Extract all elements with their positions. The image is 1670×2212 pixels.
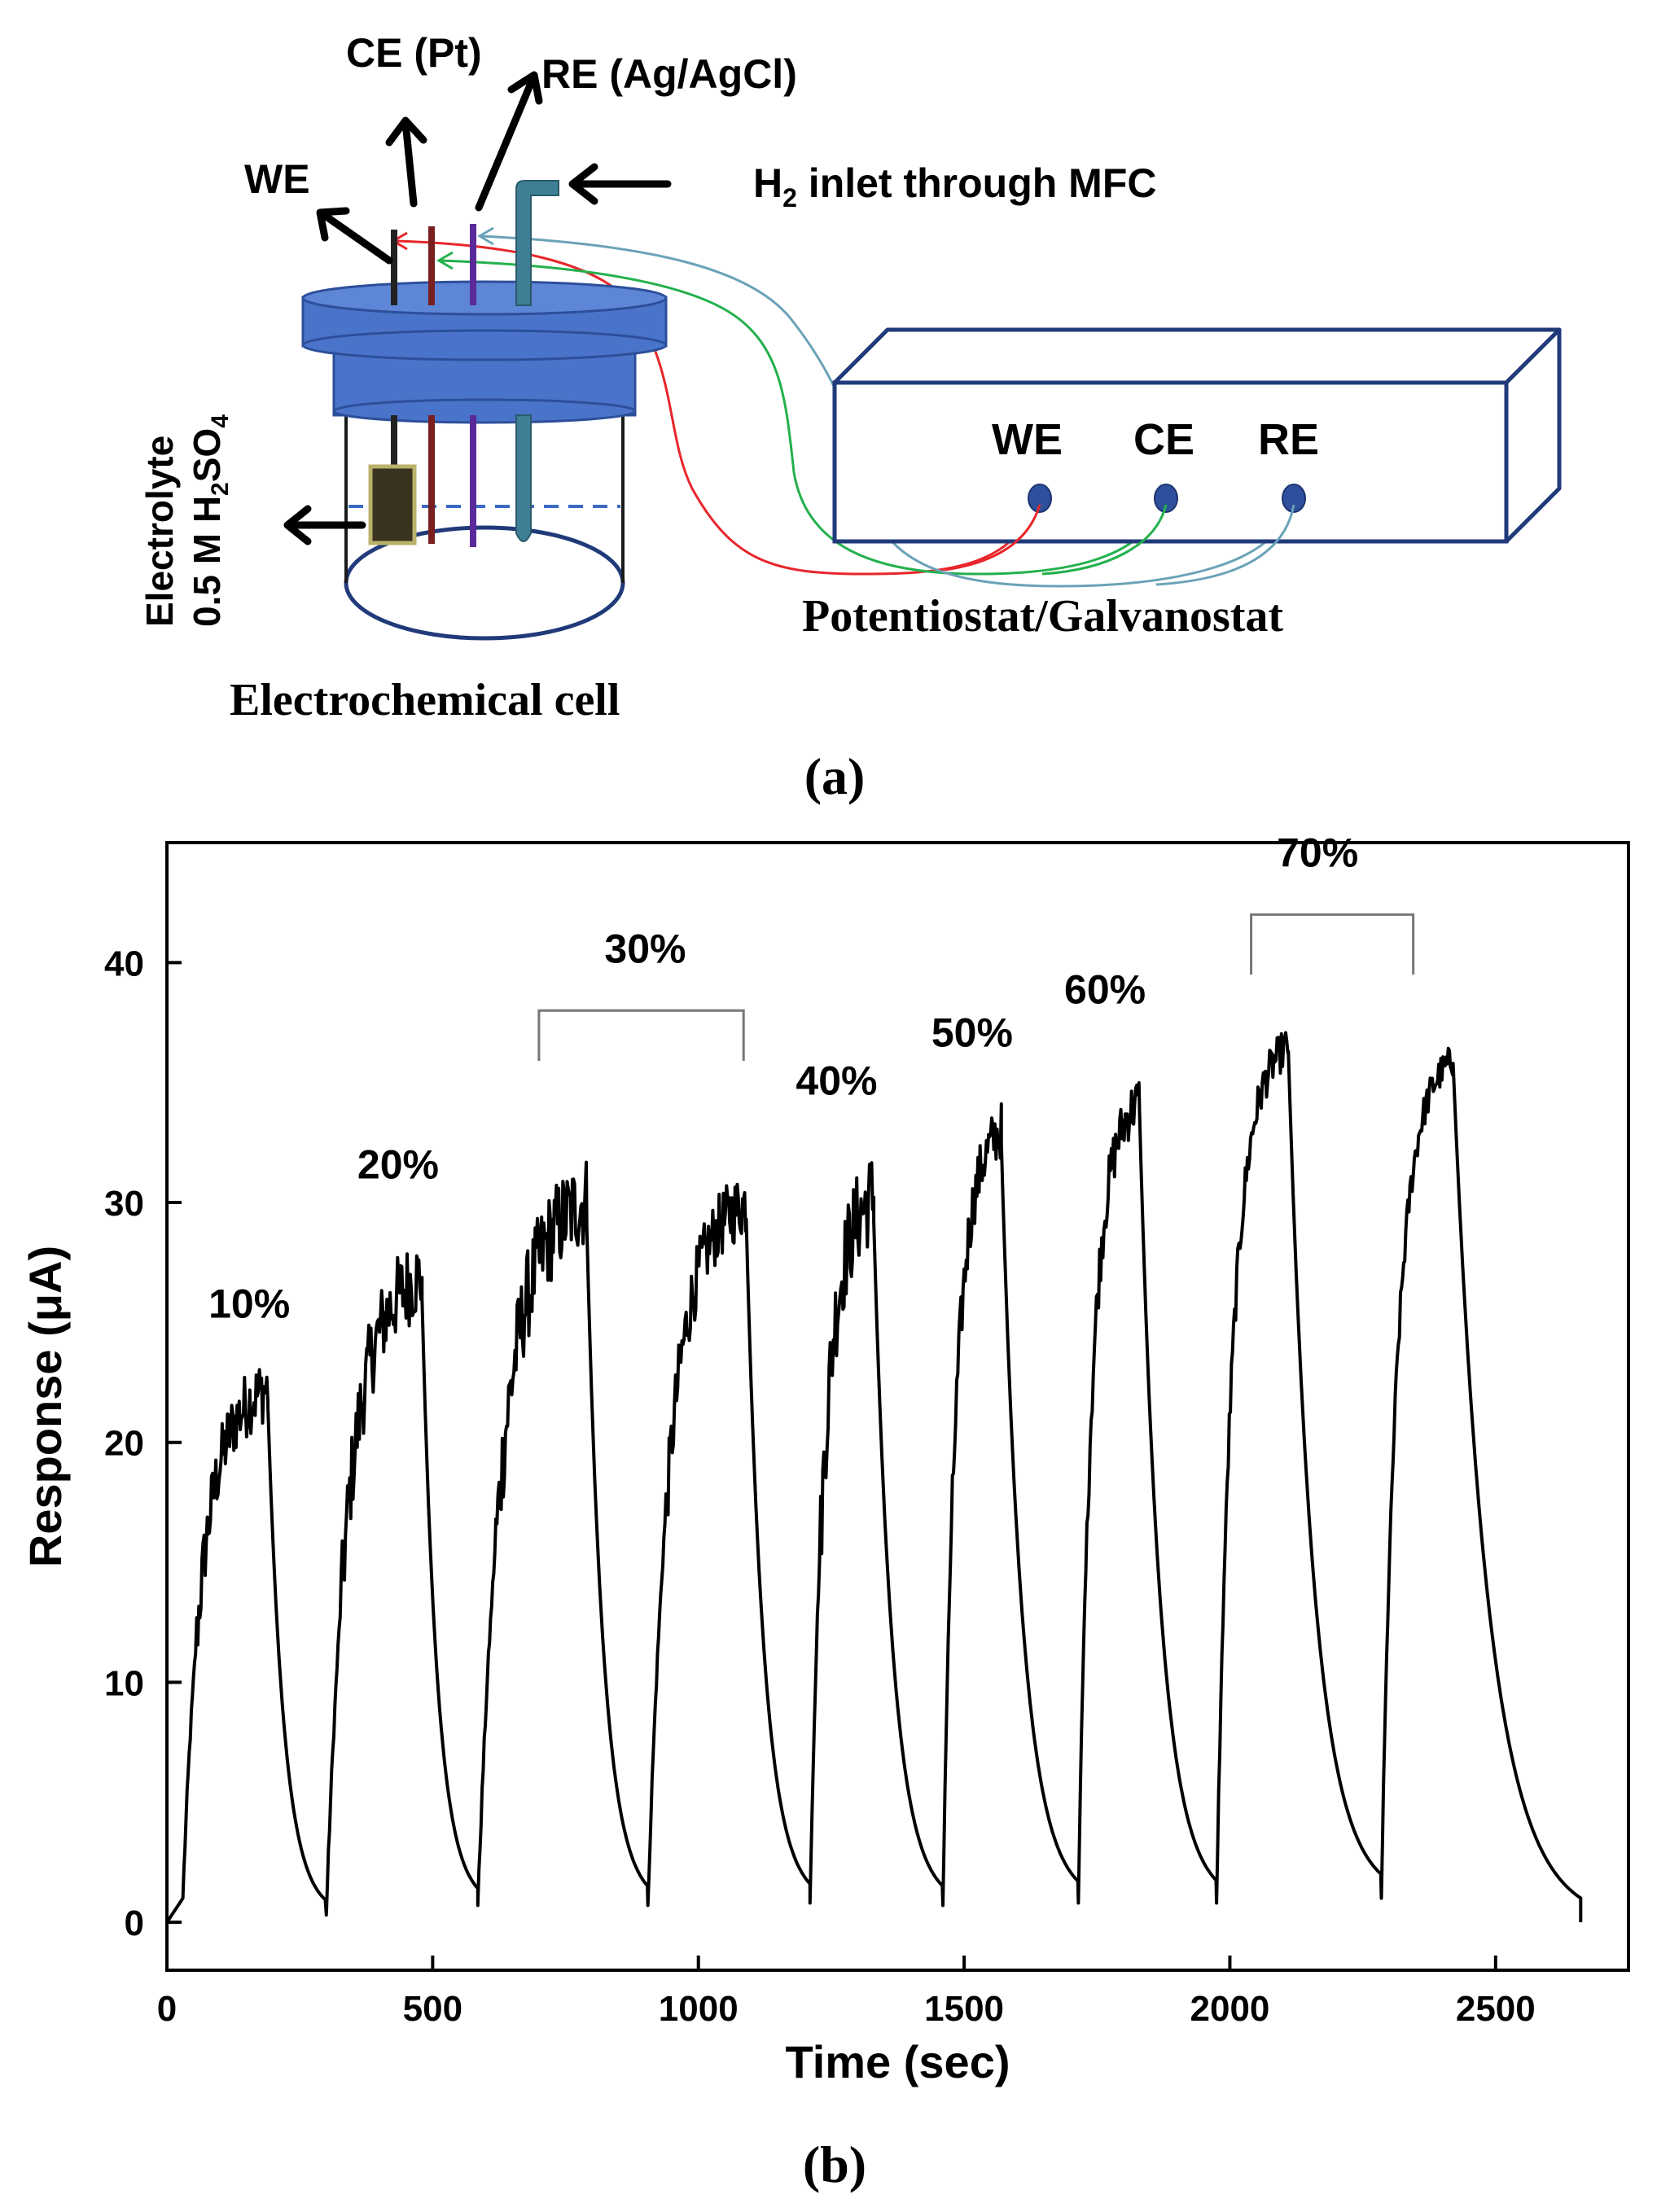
- wire-green-ce: [439, 259, 1162, 576]
- concentration-label: 30%: [604, 926, 686, 971]
- panel-a-label: (a): [804, 747, 866, 805]
- concentration-label: 10%: [208, 1281, 290, 1326]
- h2-inlet-label: H2 inlet through MFC: [753, 160, 1156, 212]
- we-sample-plate: [368, 464, 417, 545]
- panel-b-chart: 0 500 1000 1500 2000 2500 0 10 20 30 40 10% 20% 30%…: [20, 830, 1630, 2193]
- wire-red-end: [944, 504, 1041, 572]
- x-axis-ticks: 0 500 1000 1500 2000 2500: [157, 1956, 1536, 2029]
- electrolyte-arrow-head: [283, 505, 312, 545]
- terminal-re-dot: [1282, 484, 1306, 513]
- concentration-annotations: 10% 20% 30% 40% 50% 60% 70%: [208, 830, 1358, 1326]
- terminal-we-label: WE: [992, 415, 1063, 464]
- cell-cap-top: [301, 280, 668, 316]
- concentration-brackets: [537, 913, 1415, 1062]
- y-tick-label: 20: [104, 1424, 144, 1464]
- x-tick-label: 0: [157, 1989, 177, 2029]
- ce-arrow: [401, 118, 418, 208]
- panel-b-label: (b): [803, 2135, 866, 2193]
- box-front-face: [832, 380, 1509, 544]
- x-axis-label: Time (sec): [786, 2036, 1010, 2087]
- concentration-label: 60%: [1064, 966, 1146, 1012]
- electrolyte-label: Electrolyte 0.5 M H2SO4: [138, 414, 234, 627]
- h2-inlet-pipe-bottom: [515, 414, 532, 542]
- y-tick-label: 0: [125, 1903, 144, 1943]
- x-tick-label: 500: [403, 1989, 462, 2029]
- terminal-ce-dot: [1154, 484, 1178, 513]
- wire-green-end: [1041, 504, 1168, 576]
- electrolyte-line1: Electrolyte: [138, 436, 181, 627]
- terminal-ce-label: CE: [1133, 415, 1194, 464]
- plot-frame: [165, 841, 1630, 1972]
- re-label: RE (Ag/AgCl): [541, 51, 797, 97]
- concentration-label: 50%: [931, 1010, 1013, 1055]
- x-tick-label: 1500: [924, 1989, 1004, 2029]
- x-tick-label: 2500: [1456, 1989, 1536, 2029]
- y-axis-label: Response (μA): [20, 1246, 71, 1567]
- electrolyte-line2: 0.5 M H2SO4: [186, 414, 234, 627]
- electrochemical-cell: [301, 180, 668, 641]
- panel-a-schematic: CE (Pt) RE (Ag/AgCl) WE H2 inlet through…: [138, 30, 1562, 805]
- cell-caption: Electrochemical cell: [230, 675, 620, 725]
- we-arrow-head: [316, 207, 350, 242]
- h2-inlet-pipe-top: [515, 180, 559, 306]
- y-tick-label: 40: [104, 944, 144, 983]
- x-tick-label: 2000: [1190, 1989, 1270, 2029]
- re-arrow-head: [507, 71, 543, 105]
- label-arrows: [283, 71, 672, 545]
- terminal-we-dot: [1028, 484, 1052, 513]
- re-arrow: [475, 73, 537, 212]
- green-arrowhead: [436, 251, 454, 270]
- box-top-face: [832, 327, 1562, 385]
- h2-arrow-head: [568, 163, 598, 205]
- ce-arrow-head: [385, 116, 427, 147]
- bracket: [1250, 913, 1415, 975]
- y-tick-label: 30: [104, 1184, 144, 1224]
- y-axis-ticks: 0 10 20 30 40: [104, 944, 182, 1943]
- y-tick-label: 10: [104, 1663, 144, 1703]
- concentration-label: 20%: [357, 1142, 439, 1188]
- x-tick-label: 1000: [659, 1989, 739, 2029]
- bracket: [537, 1009, 745, 1062]
- instrument-caption: Potentiostat/Galvanostat: [802, 591, 1283, 642]
- cell-cap-rim-bottom: [301, 329, 668, 361]
- wire-blue-end: [1155, 504, 1295, 586]
- we-arrow: [318, 209, 393, 265]
- response-series-line: [165, 1031, 1583, 1924]
- concentration-label: 70%: [1277, 830, 1358, 875]
- blue-arrowhead: [477, 226, 494, 246]
- terminal-re-label: RE: [1258, 415, 1319, 464]
- potentiostat-box: [832, 327, 1562, 544]
- we-label: WE: [244, 156, 310, 202]
- cell-cap-bottom: [332, 398, 637, 424]
- ce-label: CE (Pt): [346, 30, 482, 76]
- concentration-label: 40%: [796, 1058, 877, 1103]
